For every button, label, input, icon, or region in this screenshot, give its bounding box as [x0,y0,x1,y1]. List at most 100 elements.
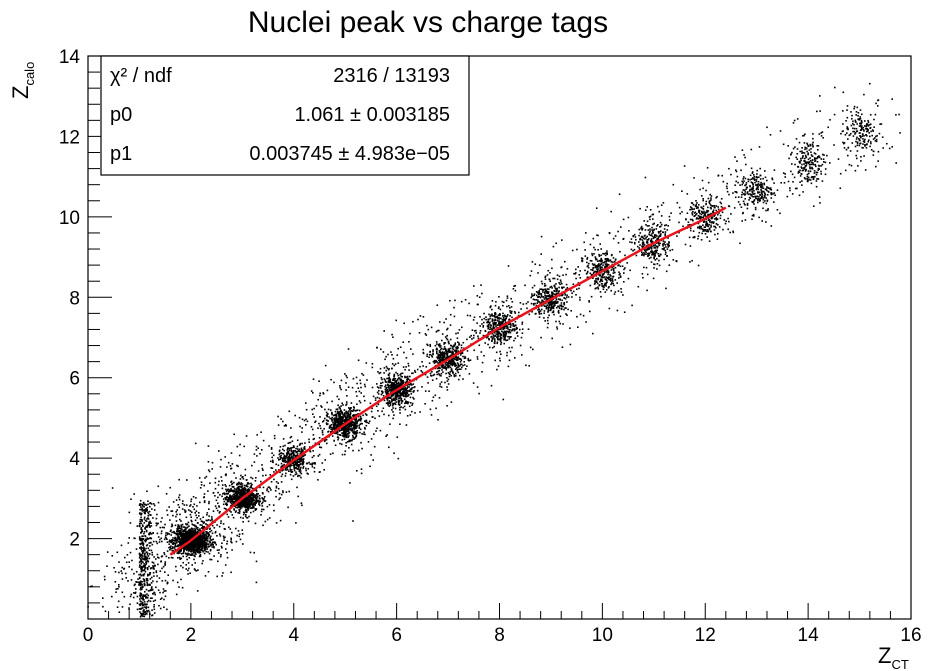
data-point [180,527,182,530]
data-point [451,347,454,350]
data-point [133,572,135,575]
data-point [301,504,303,507]
data-point [137,578,139,580]
data-point [232,486,235,488]
data-point [244,502,247,504]
data-point [207,543,210,545]
data-point [397,400,400,403]
data-point [197,544,200,546]
data-point [121,572,123,575]
data-point [229,465,232,467]
data-point [298,448,301,451]
data-point [355,409,358,412]
data-point [291,457,293,459]
data-point [272,504,275,506]
data-point [229,510,231,512]
data-point [199,549,201,551]
data-point [133,592,135,594]
data-point [239,516,242,519]
data-point [238,510,241,513]
data-point [256,500,259,503]
data-point [222,523,225,525]
data-point [287,458,289,461]
data-point [352,377,355,380]
data-point [200,481,203,483]
data-point [241,483,244,485]
data-point [121,606,124,608]
data-point [455,347,458,350]
data-point [360,441,362,444]
data-point [437,354,439,356]
data-point [286,469,288,471]
data-point [188,538,191,541]
data-point [295,522,297,524]
data-point [286,468,289,471]
data-point [117,588,119,590]
data-point [278,453,281,456]
data-point [278,450,281,453]
data-point [205,519,208,522]
data-point [219,494,221,496]
data-point [380,393,383,396]
data-point [282,464,284,467]
data-point [237,486,240,488]
data-point [170,510,172,512]
data-point [182,566,184,569]
data-point [245,496,248,498]
data-point [351,429,354,431]
data-point [326,423,328,426]
data-point [331,416,333,419]
data-point [196,541,198,543]
data-point [348,417,351,419]
data-point [235,494,237,497]
data-point [222,503,225,506]
data-point [292,475,295,477]
data-point [238,503,241,505]
data-point [176,530,178,533]
data-point [404,375,406,378]
data-point [289,441,292,444]
data-point [388,378,391,380]
data-point [350,443,353,446]
data-point [317,427,319,429]
data-point [297,458,300,461]
data-point [432,353,434,356]
data-point [391,382,394,384]
data-point [183,504,186,506]
data-point [182,500,184,502]
data-point [331,420,333,422]
data-point [324,417,326,420]
data-point [185,546,187,548]
data-point [270,460,272,463]
data-point [251,487,254,490]
data-point [170,529,172,531]
data-point [194,519,197,522]
data-point [279,455,281,458]
data-point [331,400,333,403]
data-point [460,358,462,360]
data-point [149,589,152,591]
data-point [177,529,179,531]
data-point [256,434,258,436]
data-point [151,597,153,599]
data-point [346,430,349,433]
data-point [330,409,332,411]
data-point [161,597,163,599]
data-point [219,466,222,468]
data-point [273,478,275,481]
data-point [450,344,452,347]
data-point [351,430,353,432]
data-point [232,494,235,496]
data-point [147,560,150,563]
data-point [452,350,454,353]
data-point [450,374,452,377]
data-point [236,445,239,448]
data-point [438,357,440,359]
data-point [226,492,228,495]
data-point [391,367,393,370]
data-point [262,486,265,489]
data-point [406,391,408,393]
data-point [451,364,454,367]
data-point [251,464,253,467]
data-point [342,414,345,417]
